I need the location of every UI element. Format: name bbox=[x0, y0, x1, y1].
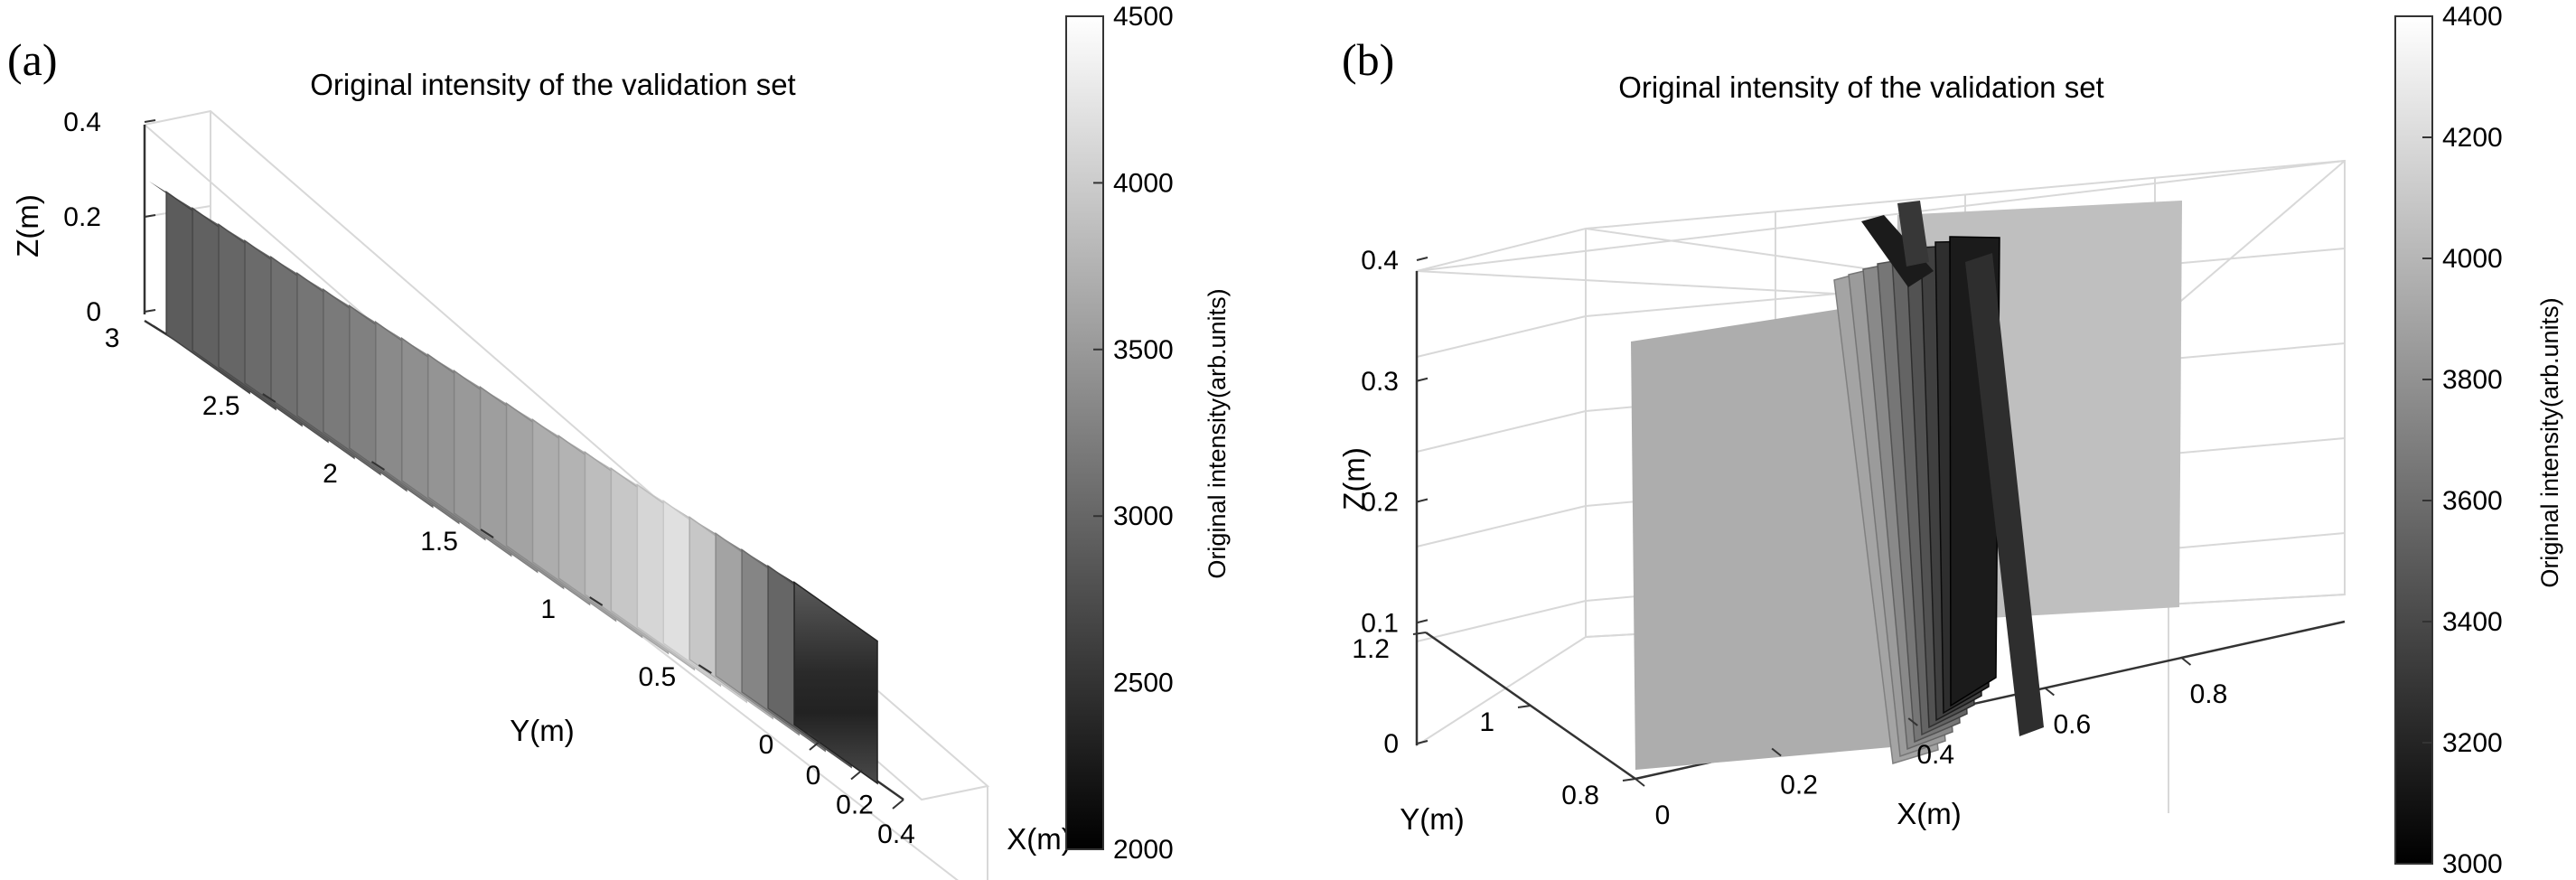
panel-a-ytick-label: 1.5 bbox=[420, 527, 458, 557]
panel-b-xtick-label: 0.2 bbox=[1780, 771, 1818, 800]
panel-b-colorbar-tick-label: 3600 bbox=[2442, 486, 2503, 516]
panel-b-ztick-mark bbox=[1416, 377, 1429, 382]
panel-b-colorbar-tick-label: 3400 bbox=[2442, 607, 2503, 637]
panel-b-title: Original intensity of the validation set bbox=[1618, 70, 2103, 104]
panel-b-colorbar-ticks: 3000 3200 3400 3600 3800 4000 4200 4400 bbox=[2422, 2, 2503, 879]
panel-b-ztick-label: 0 bbox=[1383, 729, 1399, 759]
panel-b-colorbar-tick-label: 3800 bbox=[2442, 365, 2503, 395]
panel-a-ylabel: Y(m) bbox=[510, 714, 574, 747]
panel-b-ztick-label: 0.1 bbox=[1361, 608, 1399, 638]
panel-b-xtick-mark bbox=[1771, 747, 1782, 757]
panel-b-xtick-mark bbox=[2044, 687, 2055, 697]
panel-a-label: (a) bbox=[7, 34, 58, 85]
panel-b-ytick-mark bbox=[1412, 632, 1427, 635]
panel-a-ytick-label: 0.5 bbox=[638, 662, 676, 692]
panel-a-xtick-mark bbox=[850, 769, 863, 781]
panel-a-title: Original intensity of the validation set bbox=[310, 68, 795, 101]
panel-b-ztick-label: 0.4 bbox=[1361, 246, 1399, 276]
panel-a-colorbar-tick-label: 3000 bbox=[1113, 501, 1174, 531]
panel-b-label: (b) bbox=[1342, 34, 1394, 85]
panel-a-slab bbox=[793, 581, 878, 785]
panel-a-ytick-mark bbox=[698, 664, 712, 674]
panel-a-ytick-mark bbox=[480, 529, 494, 538]
panel-a-colorbar-label: Original intensity(arb.units) bbox=[1204, 288, 1231, 578]
panel-b-ztick-label: 0.2 bbox=[1361, 488, 1399, 518]
panel-a-ytick-label: 0 bbox=[759, 730, 774, 760]
panel-b-ytick-label: 0.8 bbox=[1561, 781, 1599, 810]
panel-a: (a) Original intensity of the validation… bbox=[7, 2, 1231, 880]
panel-b-xlabel: X(m) bbox=[1897, 797, 1961, 830]
panel-b-xtick-label: 0.8 bbox=[2190, 679, 2228, 709]
panel-b-ytick-label: 1 bbox=[1479, 707, 1494, 737]
panel-b-colorbar-tick-label: 4000 bbox=[2442, 244, 2503, 274]
panel-b: (b) Original intensity of the validation… bbox=[1337, 2, 2563, 879]
panel-b-dark-shard bbox=[1861, 215, 1934, 287]
panel-a-xtick-mark bbox=[809, 740, 821, 751]
panel-b-colorbar-tick-label: 3000 bbox=[2442, 849, 2503, 879]
panel-a-ztick-label: 0.4 bbox=[63, 108, 101, 137]
panel-b-ztick-mark bbox=[1416, 619, 1429, 624]
panel-b-ztick-mark bbox=[1416, 498, 1429, 503]
panel-b-xtick-label: 0.4 bbox=[1916, 740, 1954, 770]
panel-a-xtick-label: 0.4 bbox=[877, 819, 915, 849]
panel-a-xlabel: X(m) bbox=[1007, 822, 1071, 856]
panel-b-colorbar-tick-label: 3200 bbox=[2442, 728, 2503, 758]
panel-b-ylabel: Y(m) bbox=[1400, 802, 1464, 836]
panel-a-ztick-mark bbox=[144, 119, 156, 123]
panel-a-xtick-label: 0 bbox=[806, 761, 821, 791]
panel-a-colorbar-tick-label: 2500 bbox=[1113, 669, 1174, 698]
panel-a-colorbar-tick-label: 4500 bbox=[1113, 2, 1174, 32]
panel-a-ytick-mark bbox=[153, 325, 167, 335]
panel-b-dark-shard bbox=[1965, 253, 2044, 736]
panel-a-ytick-mark bbox=[370, 461, 385, 471]
panel-a-xtick-mark bbox=[892, 799, 904, 810]
panel-b-colorbar-label: Original intensity(arb.units) bbox=[2536, 297, 2563, 587]
panel-a-ytick-label: 1 bbox=[540, 594, 556, 624]
panel-b-ztick-mark bbox=[1416, 740, 1429, 744]
panel-a-ytick-mark bbox=[589, 596, 604, 606]
panel-b-xtick-mark bbox=[1907, 717, 1918, 726]
panel-b-ztick-mark bbox=[1416, 257, 1429, 261]
panel-b-xtick-mark bbox=[2180, 657, 2192, 666]
panel-b-point-cloud bbox=[1631, 201, 2182, 770]
panel-a-ytick-label: 2.5 bbox=[202, 391, 240, 421]
panel-b-xtick-label: 0.6 bbox=[2053, 710, 2091, 740]
panel-b-colorbar-tick-label: 4400 bbox=[2442, 2, 2503, 32]
panel-a-ytick-label: 2 bbox=[323, 459, 338, 489]
panel-a-ytick-label: 3 bbox=[105, 323, 120, 353]
panel-a-ytick-mark bbox=[262, 393, 276, 403]
panel-b-ytick-mark bbox=[1622, 778, 1636, 782]
panel-b-xtick-mark bbox=[1635, 778, 1645, 787]
panel-b-ytick-mark bbox=[1517, 705, 1532, 708]
panel-a-colorbar bbox=[1065, 15, 1104, 850]
panel-b-colorbar-tick-label: 4200 bbox=[2442, 123, 2503, 153]
panel-a-point-cloud bbox=[148, 181, 878, 785]
panel-b-zlabel: Z(m) bbox=[1337, 447, 1371, 510]
panel-a-ztick-mark bbox=[144, 309, 156, 313]
panel-a-ztick-mark bbox=[144, 214, 156, 218]
panel-a-colorbar-tick-label: 3500 bbox=[1113, 335, 1174, 365]
panel-a-colorbar-tick-label: 2000 bbox=[1113, 835, 1174, 865]
panel-a-ztick-label: 0 bbox=[86, 297, 101, 327]
panel-a-colorbar-tick-label: 4000 bbox=[1113, 168, 1174, 198]
panel-b-dark-shard bbox=[1897, 201, 1929, 267]
panel-a-ytick-mark bbox=[807, 732, 821, 742]
panel-b-colorbar bbox=[2394, 15, 2433, 865]
panel-b-xtick-label: 0 bbox=[1655, 800, 1671, 830]
panel-b-ticks: 0 0.2 0.4 0.6 0.8 0.8 1 1.2 0 0.1 0.2 0.3 0.4 bbox=[1352, 246, 2227, 830]
panel-b-ytick-label: 1.2 bbox=[1352, 634, 1390, 664]
panel-a-colorbar-ticks: 2000 2500 3000 3500 4000 4500 bbox=[1093, 2, 1174, 865]
panel-a-ztick-label: 0.2 bbox=[63, 202, 101, 232]
panel-a-zlabel: Z(m) bbox=[11, 194, 44, 257]
panel-b-ztick-label: 0.3 bbox=[1361, 367, 1399, 397]
panel-a-xtick-label: 0.2 bbox=[836, 791, 874, 820]
